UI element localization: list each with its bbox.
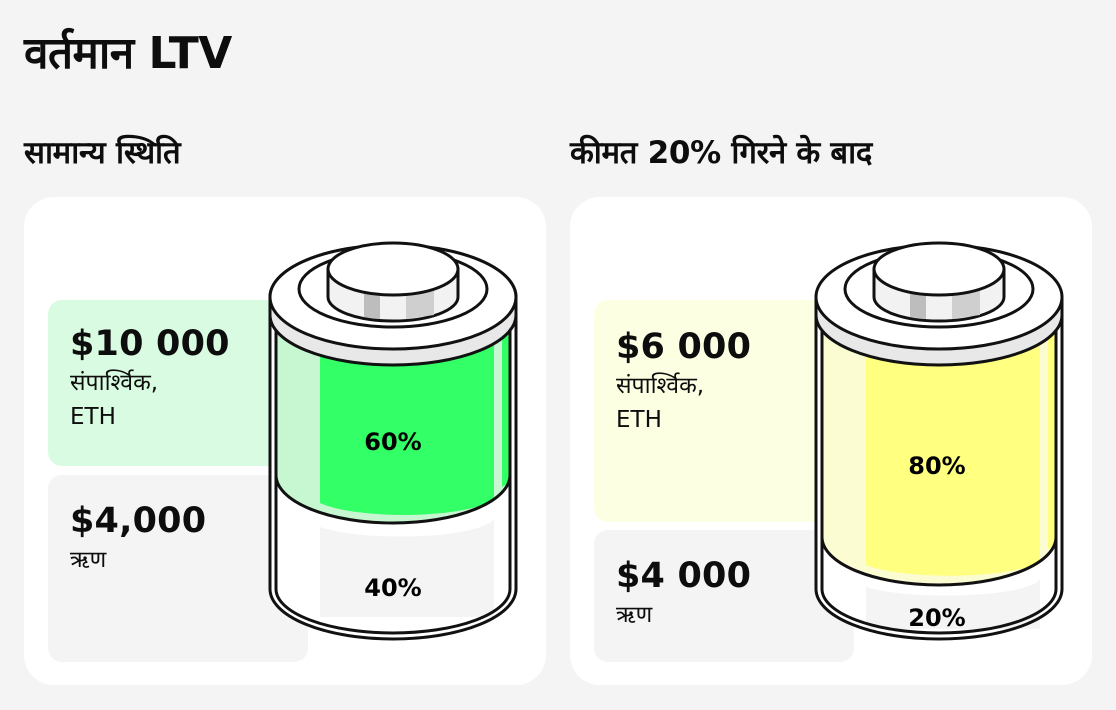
debt-label: ऋण xyxy=(616,602,653,628)
debt-block: $4,000 ऋण xyxy=(48,475,308,662)
fill-percent-label: 80% xyxy=(908,452,965,480)
card-normal: $10 000 संपार्श्विक, ETH $4,000 ऋण 60% 4… xyxy=(24,197,546,685)
collateral-label: संपार्श्विक, xyxy=(70,370,159,396)
battery-empty-shade xyxy=(320,515,495,617)
collateral-block: $10 000 संपार्श्विक, ETH xyxy=(48,300,308,466)
page-title: वर्तमान LTV xyxy=(24,28,232,79)
section-title-normal: सामान्य स्थिति xyxy=(24,135,181,171)
debt-block: $4 000 ऋण xyxy=(594,530,854,662)
debt-amount: $4,000 xyxy=(70,501,207,541)
fill-percent-label: 60% xyxy=(364,428,421,456)
collateral-amount: $6 000 xyxy=(616,327,752,367)
collateral-amount: $10 000 xyxy=(70,324,230,364)
debt-amount: $4 000 xyxy=(616,556,752,596)
collateral-asset: ETH xyxy=(616,407,662,433)
battery-diagram-normal: 60% 40% xyxy=(268,241,518,641)
empty-percent-label: 20% xyxy=(908,604,965,632)
battery-fill xyxy=(866,315,1040,576)
empty-percent-label: 40% xyxy=(364,574,421,602)
collateral-label: संपार्श्विक, xyxy=(616,373,705,399)
collateral-asset: ETH xyxy=(70,404,116,430)
card-after-drop: $6 000 संपार्श्विक, ETH $4 000 ऋण 80% 20… xyxy=(570,197,1092,685)
battery-diagram-after-drop: 80% 20% xyxy=(814,241,1064,641)
section-title-after-drop: कीमत 20% गिरने के बाद xyxy=(570,135,872,171)
battery-empty-shade xyxy=(866,577,1041,629)
debt-label: ऋण xyxy=(70,547,107,573)
collateral-block: $6 000 संपार्श्विक, ETH xyxy=(594,300,854,522)
